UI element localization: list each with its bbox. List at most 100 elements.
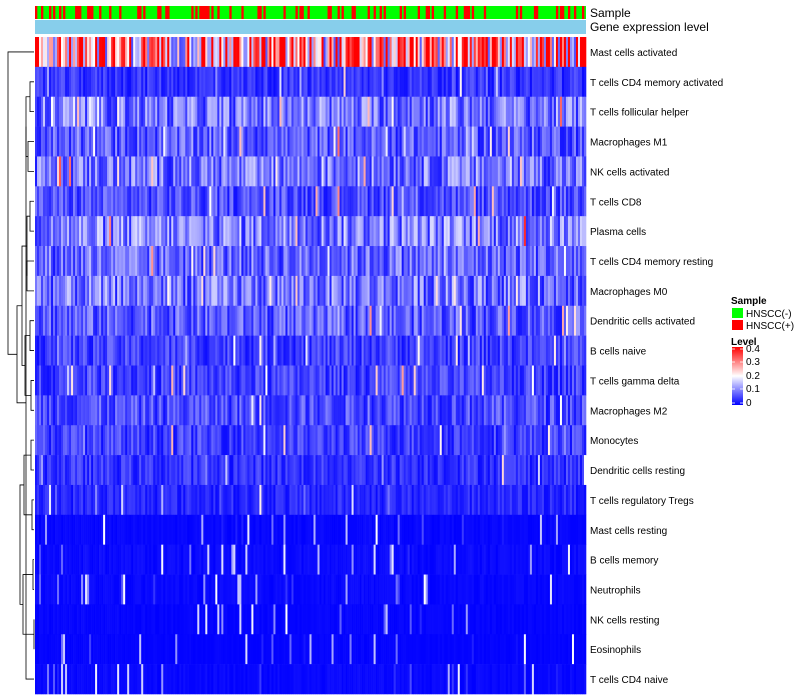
heatmap-cell bbox=[237, 126, 240, 157]
heatmap-cell bbox=[141, 484, 144, 516]
heatmap-cell bbox=[145, 96, 148, 127]
heatmap-cell bbox=[479, 305, 483, 336]
heatmap-cell bbox=[381, 335, 384, 366]
heatmap-cell bbox=[327, 96, 330, 127]
heatmap-cell bbox=[73, 126, 76, 157]
heatmap-cell bbox=[403, 156, 406, 187]
heatmap-cell bbox=[273, 395, 276, 426]
heatmap-cell bbox=[43, 37, 46, 68]
heatmap-cell bbox=[517, 365, 521, 396]
heatmap-cell bbox=[427, 126, 431, 157]
heatmap-cell bbox=[433, 246, 437, 277]
heatmap-cell bbox=[43, 186, 46, 217]
heatmap-cell bbox=[551, 305, 555, 336]
heatmap-cell bbox=[537, 246, 541, 277]
heatmap-cell bbox=[385, 425, 388, 456]
heatmap-cell bbox=[383, 96, 386, 127]
heatmap-cell bbox=[295, 66, 298, 98]
heatmap-cell bbox=[583, 365, 587, 396]
heatmap-cell bbox=[385, 544, 388, 575]
heatmap-cell bbox=[315, 126, 318, 157]
heatmap-cell bbox=[245, 305, 248, 336]
heatmap-cell bbox=[149, 305, 152, 336]
heatmap-cell bbox=[285, 37, 288, 68]
heatmap-cell bbox=[341, 305, 344, 336]
heatmap-cell bbox=[109, 455, 112, 486]
heatmap-cell bbox=[233, 246, 236, 277]
heatmap-cell bbox=[91, 484, 94, 516]
heatmap-cell bbox=[373, 96, 376, 127]
heatmap-cell bbox=[105, 126, 108, 157]
heatmap-cell bbox=[361, 484, 364, 516]
heatmap-cell bbox=[253, 335, 256, 366]
heatmap-cell bbox=[523, 395, 527, 426]
heatmap-cell bbox=[499, 275, 503, 307]
heatmap-cell bbox=[393, 514, 396, 545]
heatmap-cell bbox=[527, 514, 533, 545]
heatmap-cell bbox=[141, 275, 144, 307]
heatmap-cell bbox=[217, 484, 220, 516]
heatmap-cell bbox=[291, 544, 294, 575]
heatmap-cell bbox=[287, 425, 290, 456]
heatmap-cell bbox=[193, 395, 196, 426]
heatmap-cell bbox=[145, 275, 148, 307]
heatmap-cell bbox=[189, 484, 192, 516]
heatmap-cell bbox=[105, 37, 108, 68]
heatmap-cell bbox=[571, 186, 575, 217]
heatmap-cell bbox=[493, 246, 497, 277]
heatmap-cell bbox=[169, 275, 172, 307]
heatmap-cell bbox=[227, 365, 230, 396]
heatmap-cell bbox=[523, 484, 527, 516]
heatmap-cell bbox=[549, 425, 553, 456]
heatmap-cell bbox=[545, 365, 549, 396]
heatmap-cell bbox=[93, 455, 96, 486]
heatmap-cell bbox=[565, 96, 569, 127]
heatmap-cell bbox=[113, 96, 116, 127]
heatmap-cell bbox=[195, 126, 198, 157]
heatmap-cell bbox=[385, 96, 388, 127]
heatmap-cell bbox=[573, 96, 577, 127]
sample-annotation-cell bbox=[515, 6, 519, 19]
heatmap-cell bbox=[363, 365, 366, 396]
heatmap-cell bbox=[463, 455, 467, 486]
heatmap-row bbox=[35, 574, 587, 605]
heatmap-cell bbox=[491, 186, 495, 217]
heatmap-cell bbox=[201, 246, 204, 277]
heatmap-cell bbox=[185, 335, 188, 366]
heatmap-cell bbox=[515, 455, 519, 486]
heatmap-cell bbox=[155, 66, 158, 98]
heatmap-cell bbox=[113, 246, 116, 277]
heatmap-cell bbox=[117, 305, 120, 336]
heatmap-cell bbox=[235, 246, 238, 277]
heatmap-cell bbox=[395, 425, 398, 456]
heatmap-cell bbox=[381, 275, 384, 307]
heatmap-cell bbox=[285, 186, 288, 217]
heatmap-cell bbox=[337, 126, 340, 157]
heatmap-cell bbox=[37, 425, 40, 456]
heatmap-cell bbox=[83, 395, 86, 426]
heatmap-cell bbox=[99, 365, 102, 396]
heatmap-cell bbox=[319, 275, 322, 307]
heatmap-cell bbox=[397, 246, 400, 277]
heatmap-cell bbox=[173, 365, 176, 396]
heatmap-cell bbox=[557, 484, 561, 516]
heatmap-cell bbox=[505, 96, 509, 127]
heatmap-cell bbox=[287, 156, 290, 187]
heatmap-cell bbox=[243, 186, 246, 217]
heatmap-cell bbox=[225, 305, 228, 336]
heatmap-cell bbox=[183, 275, 186, 307]
heatmap-cell bbox=[405, 455, 408, 486]
heatmap-cell bbox=[161, 126, 164, 157]
heatmap-cell bbox=[171, 66, 174, 98]
heatmap-cell bbox=[469, 66, 473, 98]
heatmap-cell bbox=[315, 425, 318, 456]
heatmap-cell bbox=[281, 425, 284, 456]
heatmap-cell bbox=[545, 246, 551, 277]
heatmap-cell bbox=[339, 305, 342, 336]
heatmap-cell bbox=[149, 126, 152, 157]
heatmap-cell bbox=[479, 395, 483, 426]
heatmap-cell bbox=[153, 216, 156, 247]
heatmap-cell bbox=[541, 395, 545, 426]
heatmap-cell bbox=[243, 395, 246, 426]
heatmap-cell bbox=[123, 365, 126, 396]
